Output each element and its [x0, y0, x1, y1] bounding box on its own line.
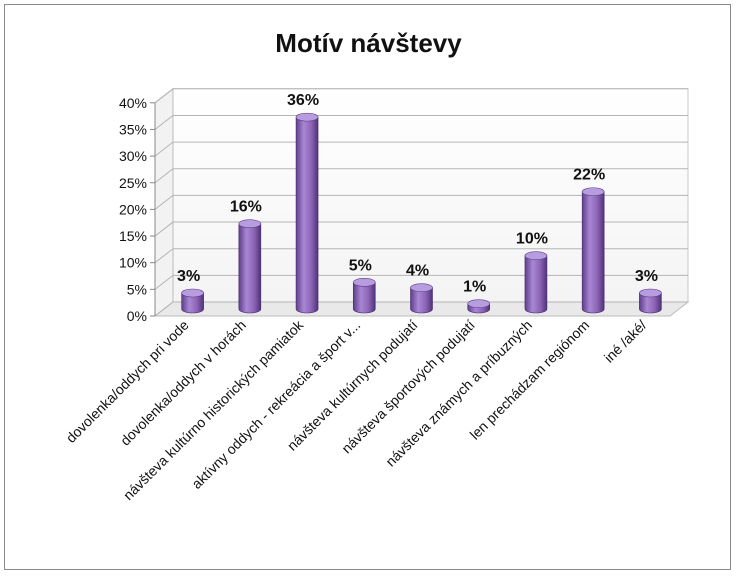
gridline: [154, 88, 688, 104]
gridline: [154, 168, 688, 184]
bar-body: [524, 255, 548, 314]
category-label: iné /aké/: [601, 317, 650, 366]
gridlines: [154, 88, 688, 317]
gridline: [154, 221, 688, 237]
bar-body: [238, 223, 262, 314]
data-labels: 3% 16% 36% 5% 4% 1% 10% 22% 3%: [177, 92, 658, 296]
bar-body: [295, 116, 319, 314]
data-label: 1%: [463, 279, 486, 296]
data-label: 22%: [573, 167, 605, 184]
bar-top: [181, 288, 204, 298]
y-tick-label: 15%: [119, 228, 147, 244]
bar-top: [467, 299, 491, 308]
y-tick-label: 10%: [119, 255, 147, 271]
bar-body: [639, 292, 662, 314]
bar-top: [524, 251, 548, 260]
y-tick-label: 5%: [127, 281, 147, 297]
data-label: 5%: [349, 257, 372, 274]
bar: [352, 278, 376, 314]
y-tick-label: 0%: [127, 308, 147, 324]
data-label: 4%: [406, 263, 429, 280]
gridline: [154, 141, 688, 157]
gridline: [154, 248, 688, 264]
y-tick-label: 30%: [119, 148, 147, 164]
bar-top: [295, 112, 319, 122]
bar: [467, 299, 491, 314]
bar: [238, 219, 262, 314]
y-axis: 0% 5% 10% 15% 20% 25% 30% 35% 40%: [119, 95, 156, 324]
data-label: 3%: [635, 268, 658, 285]
gridline: [154, 114, 688, 130]
bars: [181, 112, 662, 314]
bar-body: [352, 282, 376, 314]
gridline: [154, 274, 688, 290]
data-label: 16%: [230, 199, 262, 216]
bar-top: [352, 278, 376, 287]
bar: [524, 251, 548, 314]
y-tick-label: 25%: [119, 175, 147, 191]
bar: [410, 283, 433, 314]
data-label: 36%: [287, 92, 319, 109]
bar-top: [639, 288, 662, 298]
data-label: 3%: [177, 268, 200, 285]
bar-body: [181, 292, 204, 314]
x-axis: dovolenka/oddych pri vodedovolenka/oddyc…: [63, 316, 650, 503]
y-tick-label: 40%: [119, 95, 147, 111]
y-tick-label: 35%: [119, 121, 147, 137]
bar-top: [581, 187, 605, 197]
bar-body: [410, 287, 433, 314]
bar-top: [238, 219, 262, 229]
category-label: len prechádzam regiónom: [467, 317, 593, 443]
gridline: [154, 301, 688, 317]
bar-top: [410, 283, 433, 292]
gridline: [154, 194, 688, 210]
bar: [639, 288, 662, 314]
bar-body: [581, 191, 605, 314]
bar: [181, 288, 204, 314]
bar: [295, 112, 319, 314]
y-tick-label: 20%: [119, 201, 147, 217]
chart-title: Motív návštevy: [275, 28, 462, 58]
data-label: 10%: [516, 231, 548, 248]
bar: [581, 187, 605, 314]
